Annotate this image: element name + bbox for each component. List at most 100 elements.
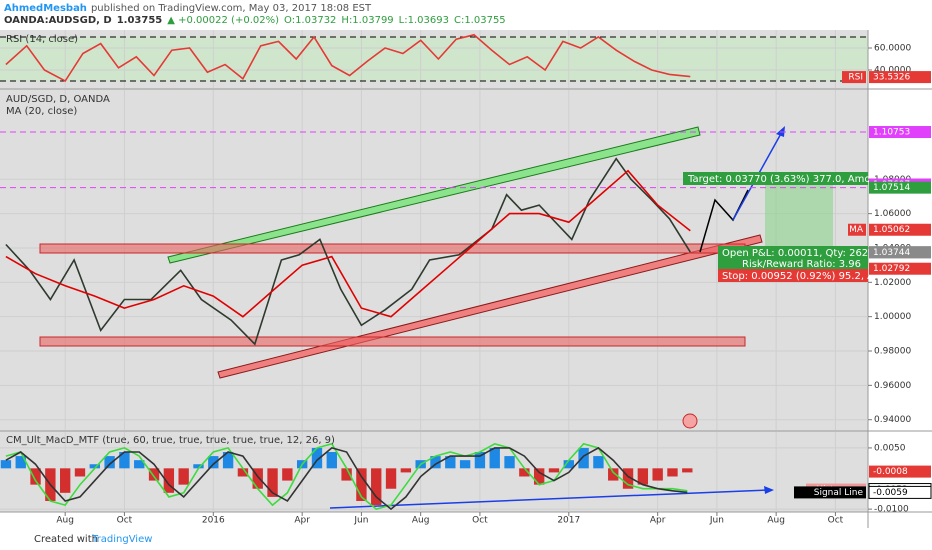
author: AhmedMesbah [4, 3, 87, 14]
histogram-bar [385, 468, 397, 489]
price-tag [869, 71, 931, 84]
price-tag-label: 1.05062 [873, 225, 910, 235]
legend-entry: RSI (14, close) [6, 34, 78, 45]
legend-entry: MA (20, close) [6, 106, 77, 117]
histogram-bar [430, 456, 441, 469]
price-tag [869, 126, 931, 139]
pane-title: CM_Ult_MacD_MTF (true, 60, true, true, t… [6, 435, 335, 446]
price-tag [869, 465, 931, 478]
histogram-bar [445, 456, 456, 469]
price: 1.03755 [117, 15, 163, 26]
y-tick-label: 1.02000 [874, 278, 911, 288]
divergence-line [329, 489, 769, 509]
x-tick-label: Oct [828, 516, 844, 526]
histogram-bar [652, 468, 663, 481]
target-box [683, 172, 868, 185]
histogram-bar [208, 456, 219, 469]
x-tick-label: Aug [56, 516, 74, 526]
histogram-bar [222, 452, 234, 469]
price-tag-label: 1.10753 [873, 128, 910, 138]
histogram-bar [371, 468, 382, 506]
histogram-bar [341, 468, 352, 481]
histogram-bar [74, 468, 86, 477]
histogram-bar [89, 464, 100, 469]
histogram-bar [474, 452, 486, 469]
drawings: Target: 0.03770 (3.63%) 377.0, Amount: O… [0, 33, 910, 511]
histogram-bar [504, 456, 515, 469]
pnl-label: Open P&L: 0.00011, Qty: 26260 [722, 248, 881, 259]
histogram-bar [533, 468, 545, 485]
histogram-bar [282, 468, 293, 481]
y-tick-label: 0.96000 [874, 381, 911, 391]
price-tag [869, 223, 931, 236]
price-tag-label: -0.0059 [873, 488, 908, 498]
price-tag-label: -0.0008 [873, 467, 908, 477]
histogram-bar [608, 468, 619, 481]
target-label: Target: 0.03770 (3.63%) 377.0, Amount: [687, 174, 890, 185]
histogram-bar [326, 452, 337, 469]
series-line [5, 442, 688, 510]
histogram-bar [119, 452, 130, 469]
footer-created: Created with [34, 534, 98, 545]
tag-name: RSI [848, 73, 863, 83]
x-tick-label: Apr [650, 516, 666, 526]
ohlc-low: L:1.03693 [399, 15, 449, 26]
histogram-bar [178, 468, 189, 485]
histogram-bar [622, 468, 634, 489]
histogram-bar [237, 468, 249, 477]
series-line [5, 169, 691, 318]
x-tick-label: Apr [294, 516, 310, 526]
price-tag-label: 33.5326 [873, 73, 910, 83]
x-tick-label: Oct [472, 516, 488, 526]
x-tick-label: Aug [412, 516, 430, 526]
price-axis [868, 30, 932, 528]
x-tick-label: Oct [117, 516, 133, 526]
tag-name: MA [849, 225, 864, 235]
histogram-bar [104, 456, 115, 469]
y-tick-label: -0.0100 [874, 505, 909, 515]
histogram-bar [15, 456, 26, 469]
price-tag [869, 181, 931, 194]
histogram-bar [252, 468, 263, 489]
histogram-bar [193, 464, 204, 469]
histogram-bar [356, 468, 367, 501]
y-tick-label: 1.00000 [874, 312, 911, 322]
rsi-band [0, 37, 868, 81]
tag-name: Signal Line [814, 488, 864, 498]
symbol: OANDA:AUDSGD, D [4, 15, 112, 26]
price-tag-label: 1.02792 [873, 264, 910, 274]
stop-box [718, 269, 868, 282]
histogram-bar [163, 468, 175, 493]
price-tag-label: 1.07514 [873, 183, 910, 193]
y-tick-label: 0.0050 [874, 443, 906, 453]
x-tick-label: Jun [353, 516, 368, 526]
y-tick-label: 60.0000 [874, 44, 911, 54]
arrow-head [776, 126, 785, 137]
price-tag [868, 485, 932, 499]
series-line [5, 157, 691, 346]
histogram-bar [0, 460, 12, 469]
ohlc-high: H:1.03799 [341, 15, 393, 26]
histogram-bar [148, 468, 160, 481]
x-tick-label: 2017 [557, 516, 580, 526]
histogram-bar [489, 447, 500, 469]
series-line [5, 33, 691, 83]
risk-reward-label: Risk/Reward Ratio: 3.96 [742, 259, 861, 270]
histogram-bar [30, 468, 41, 485]
histogram-bar [311, 447, 323, 469]
histogram-bar [267, 468, 278, 497]
histogram-bar [593, 456, 604, 469]
y-tick-label: 0.94000 [874, 415, 911, 425]
change: ▲ +0.00022 (+0.02%) [167, 15, 279, 26]
histogram-bar [548, 468, 560, 473]
y-tick-label: 1.06000 [874, 209, 911, 219]
y-tick-label: 0.98000 [874, 347, 911, 357]
histogram-bar [400, 468, 412, 473]
histogram-bar [563, 460, 574, 469]
series-line [5, 446, 688, 511]
histogram-bar [459, 460, 471, 469]
histogram-bar [134, 460, 145, 469]
y-tick-label: 40.0000 [874, 65, 911, 75]
pnl-box [718, 246, 868, 271]
